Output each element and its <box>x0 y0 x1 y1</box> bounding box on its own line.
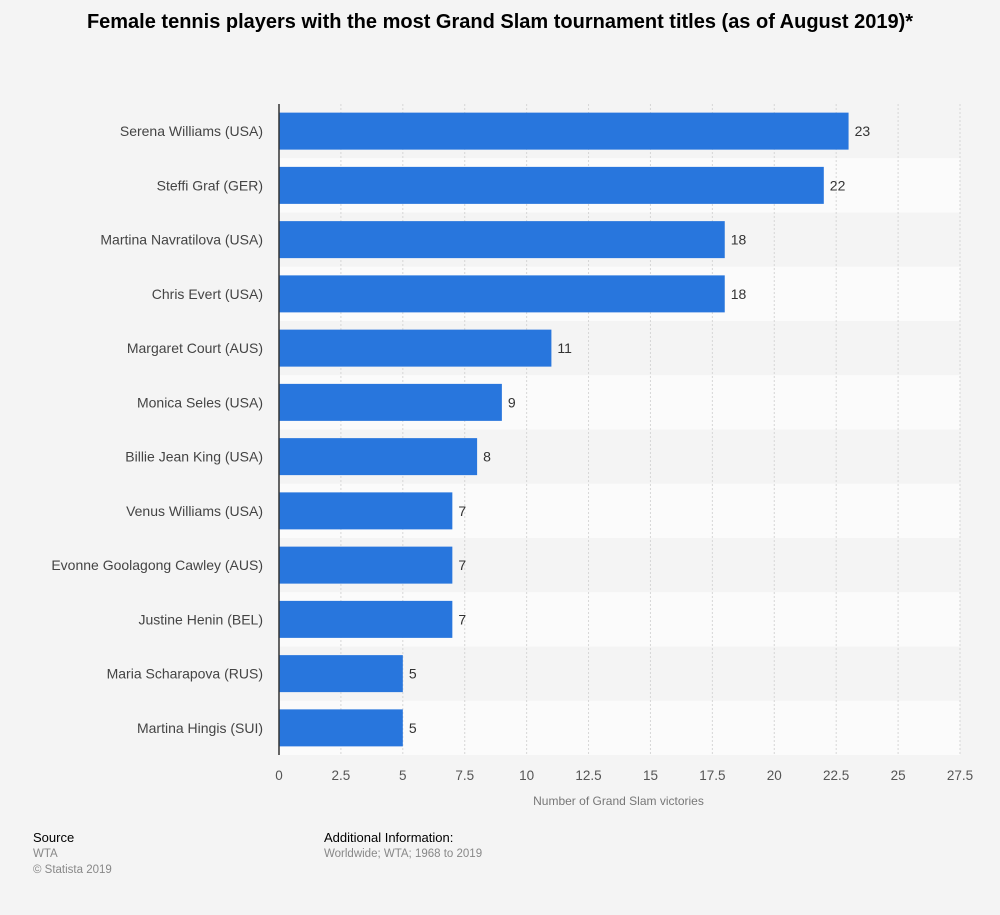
bar <box>279 655 403 693</box>
category-label: Monica Seles (USA) <box>137 394 263 410</box>
category-label: Martina Hingis (SUI) <box>137 720 263 736</box>
x-tick-label: 20 <box>767 768 782 783</box>
category-label: Maria Scharapova (RUS) <box>107 666 263 682</box>
bar <box>279 275 725 313</box>
source-line-2: © Statista 2019 <box>33 864 112 876</box>
category-label: Serena Williams (USA) <box>120 123 263 139</box>
source-block: Source WTA © Statista 2019 <box>33 830 112 878</box>
value-label: 7 <box>458 557 466 573</box>
source-line-1: WTA <box>33 848 58 860</box>
value-label: 8 <box>483 449 491 465</box>
source-label: Source <box>33 830 75 845</box>
x-tick-label: 27.5 <box>947 768 973 783</box>
value-label: 18 <box>731 286 747 302</box>
bar <box>279 438 478 476</box>
x-tick-label: 10 <box>519 768 534 783</box>
x-tick-label: 17.5 <box>699 768 725 783</box>
value-label: 9 <box>508 394 516 410</box>
value-label: 18 <box>731 232 747 248</box>
category-label: Justine Henin (BEL) <box>138 611 263 627</box>
x-tick-label: 25 <box>891 768 906 783</box>
x-tick-label: 7.5 <box>455 768 474 783</box>
value-label: 7 <box>458 503 466 519</box>
bar <box>279 709 403 747</box>
bar <box>279 383 502 421</box>
bar <box>279 329 552 367</box>
additional-info-text: Worldwide; WTA; 1968 to 2019 <box>324 848 483 860</box>
category-label: Evonne Goolagong Cawley (AUS) <box>51 557 263 573</box>
x-tick-label: 2.5 <box>332 768 351 783</box>
x-tick-label: 5 <box>399 768 407 783</box>
bar <box>279 166 824 204</box>
bar <box>279 221 725 259</box>
chart-title: Female tennis players with the most Gran… <box>86 11 914 33</box>
bar <box>279 600 453 638</box>
x-tick-label: 0 <box>275 768 283 783</box>
x-tick-label: 15 <box>643 768 658 783</box>
value-label: 22 <box>830 177 846 193</box>
value-label: 5 <box>409 720 417 736</box>
additional-info-label: Additional Information: <box>324 830 454 845</box>
x-tick-label: 12.5 <box>575 768 601 783</box>
category-label: Billie Jean King (USA) <box>125 449 263 465</box>
bar <box>279 492 453 530</box>
value-label: 11 <box>557 340 572 356</box>
value-label: 23 <box>855 123 871 139</box>
value-label: 5 <box>409 666 417 682</box>
category-label: Martina Navratilova (USA) <box>100 232 263 248</box>
x-tick-label: 22.5 <box>823 768 849 783</box>
category-label: Venus Williams (USA) <box>126 503 263 519</box>
bar <box>279 112 849 150</box>
category-label: Chris Evert (USA) <box>152 286 263 302</box>
category-label: Margaret Court (AUS) <box>127 340 263 356</box>
category-label: Steffi Graf (GER) <box>157 177 263 193</box>
x-axis-title: Number of Grand Slam victories <box>533 794 704 808</box>
value-label: 7 <box>458 611 466 627</box>
bar <box>279 546 453 584</box>
additional-info-block: Additional Information: Worldwide; WTA; … <box>324 830 482 862</box>
